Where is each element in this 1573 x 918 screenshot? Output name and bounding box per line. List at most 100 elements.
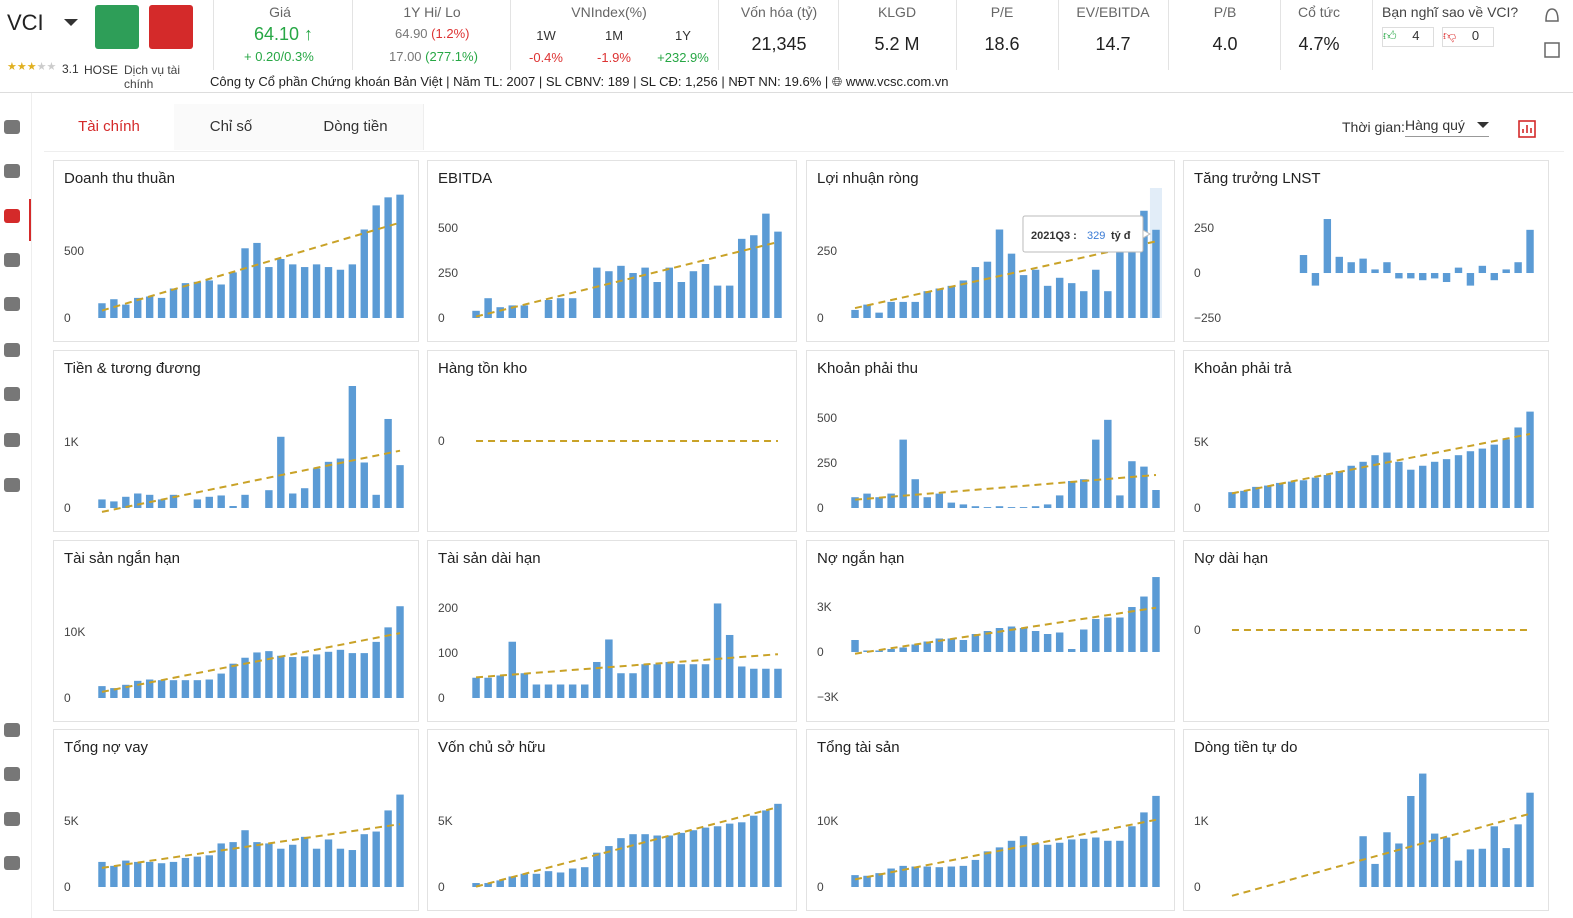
mini-chart: Vốn chủ sở hữu 0 5K: [438, 739, 782, 894]
item-value: 19.6%: [784, 74, 822, 89]
website[interactable]: www.vcsc.com.vn: [845, 74, 949, 89]
y-tick-label: 250: [817, 456, 837, 470]
bar: [1526, 411, 1534, 508]
bar: [1019, 507, 1028, 508]
bar: [875, 650, 883, 652]
y-tick-label: 0: [1194, 623, 1201, 637]
bar: [605, 271, 613, 318]
toolbar: Tài chính Chỉ số Dòng tiền Thời gian: Hàng…: [44, 104, 1564, 152]
time-select[interactable]: Hàng quý: [1405, 117, 1489, 137]
bar: [169, 680, 178, 698]
bar: [348, 850, 357, 887]
bar: [98, 303, 106, 318]
y-tick-label: −3K: [817, 690, 839, 704]
tab[interactable]: Dòng tiền: [288, 104, 424, 150]
bar: [193, 680, 202, 698]
bar: [593, 267, 601, 318]
chart-title: Nợ dài hạn: [1194, 550, 1268, 567]
bar: [300, 656, 309, 698]
bar: [556, 872, 565, 887]
bar: [1407, 469, 1415, 508]
bar: [1152, 577, 1160, 652]
bar: [1442, 273, 1451, 283]
chart-card: Tăng trưởng LNST −250 0 250: [1183, 160, 1549, 342]
bar: [484, 298, 492, 318]
bar: [241, 248, 249, 318]
bar: [1104, 617, 1112, 652]
bar: [1092, 837, 1100, 887]
bar: [1080, 291, 1088, 318]
bar: [1043, 634, 1052, 652]
vote-down[interactable]: 👎︎ 0: [1442, 27, 1494, 47]
auction-icon[interactable]: [95, 5, 139, 49]
y-tick-label: 0: [1194, 880, 1201, 894]
rating-stars: ★★★★★: [7, 61, 57, 73]
bar: [737, 822, 746, 887]
separator: [1280, 0, 1281, 70]
bar: [568, 684, 577, 698]
y-tick-label: 0: [64, 691, 71, 705]
bar: [217, 673, 225, 698]
bar: [959, 280, 968, 318]
bar: [98, 861, 106, 887]
bar: [1359, 258, 1367, 274]
item-value: 1,256: [685, 74, 718, 89]
tab[interactable]: Chỉ số: [174, 104, 289, 150]
trend-line: [101, 632, 401, 693]
dropdown-arrow[interactable]: [64, 19, 78, 27]
bar: [629, 834, 637, 887]
y-tick-label: 0: [438, 311, 445, 325]
bar: [1019, 628, 1028, 652]
bar: [372, 831, 380, 887]
trend-line: [101, 221, 401, 312]
metric-value: 5.2 M: [874, 34, 920, 54]
y-tick-label: 1K: [64, 435, 79, 449]
bar: [1240, 490, 1248, 508]
tab[interactable]: Tài chính: [44, 104, 175, 150]
bell-icons[interactable]: [1543, 5, 1561, 61]
bar: [336, 269, 345, 318]
bar: [629, 673, 637, 698]
vnindex-period: 1M: [604, 28, 624, 43]
tooltip-period: 2021Q3 :: [1031, 230, 1077, 242]
lo: 17.00 (277.1%): [389, 49, 478, 64]
hi-pct: (1.2%): [431, 26, 470, 41]
bar: [750, 815, 758, 887]
bar: [396, 606, 404, 698]
one-click-icon[interactable]: [149, 5, 193, 49]
bar: [312, 264, 321, 318]
separator: [956, 0, 957, 70]
vote-up[interactable]: 👍︎ 4: [1382, 27, 1434, 47]
y-tick-label: 0: [64, 311, 71, 325]
bar: [1514, 427, 1522, 508]
bar: [1371, 863, 1379, 887]
bar: [1252, 486, 1260, 508]
bar: [1526, 229, 1534, 274]
bar: [544, 871, 553, 887]
vote-down-count: 0: [1471, 28, 1480, 43]
bar: [923, 291, 931, 318]
bar: [1067, 648, 1076, 652]
chart-title: Tăng trưởng LNST: [1194, 170, 1321, 187]
bar: [641, 664, 649, 698]
bar: [617, 673, 625, 698]
bar: [1383, 452, 1391, 508]
chart-card: EBITDA 0 250 500: [427, 160, 797, 342]
bar: [145, 296, 154, 318]
bar: [134, 493, 142, 508]
bar: [725, 823, 734, 887]
bar: [935, 638, 944, 652]
y-tick-label: 0: [1194, 501, 1201, 515]
bar: [1116, 237, 1124, 318]
bar: [110, 688, 118, 698]
vote-question: Bạn nghĩ sao về VCI?: [1382, 4, 1519, 20]
bar: [762, 810, 770, 887]
bar: [181, 283, 190, 318]
bar: [713, 826, 722, 887]
bar: [1043, 285, 1052, 318]
bar: [971, 859, 980, 887]
chart-toggle[interactable]: [1518, 120, 1536, 138]
bar: [1299, 480, 1308, 508]
price: 64.10 ↑: [254, 24, 314, 44]
bar: [1264, 485, 1272, 508]
